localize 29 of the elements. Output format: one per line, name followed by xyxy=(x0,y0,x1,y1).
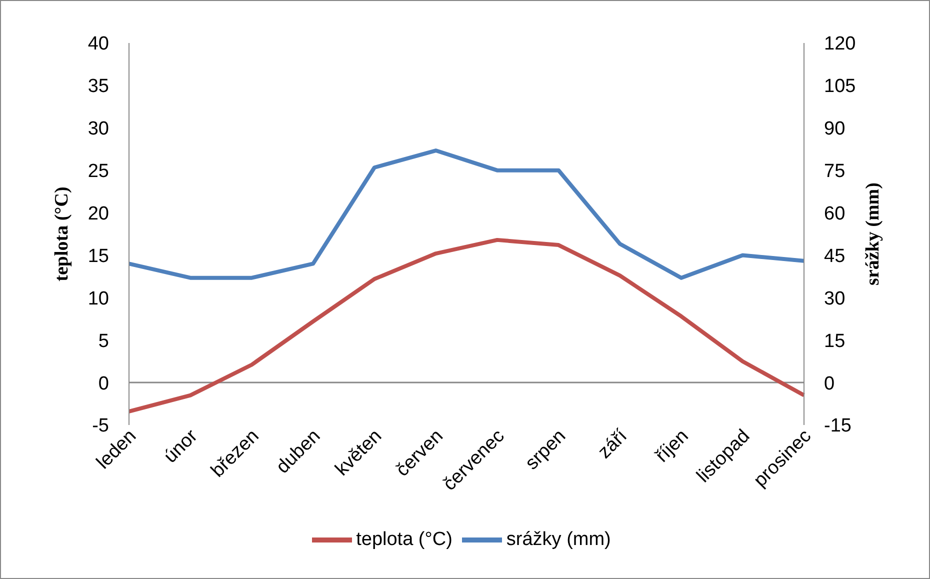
legend-label: teplota (°C) xyxy=(356,529,452,550)
y2-tick-label: 0 xyxy=(824,373,835,394)
legend-label: srážky (mm) xyxy=(506,529,611,550)
y-axis-title: teplota (°C) xyxy=(52,186,73,282)
y-tick-label: 10 xyxy=(88,288,109,310)
y-tick-label: -5 xyxy=(92,416,109,437)
x-tick-label: říjen xyxy=(652,426,693,467)
y-tick-label: 20 xyxy=(88,204,109,225)
y2-tick-label: -15 xyxy=(824,416,852,437)
y2-axis-title: srážky (mm) xyxy=(862,182,884,286)
y-tick-label: 40 xyxy=(88,34,109,55)
y2-tick-label: 90 xyxy=(824,118,846,140)
y2-tick-label: 15 xyxy=(824,330,846,352)
y-tick-label: 0 xyxy=(98,373,109,394)
x-tick-label: únor xyxy=(160,425,202,468)
y2-tick-label: 120 xyxy=(824,34,856,55)
y-tick-label: 15 xyxy=(88,246,109,267)
y-tick-label: 5 xyxy=(98,330,109,352)
line-series xyxy=(127,148,806,280)
y-tick-label: 30 xyxy=(88,118,109,140)
line-series xyxy=(127,238,806,414)
y2-tick-label: 45 xyxy=(824,246,846,267)
y2-tick-label: 60 xyxy=(824,204,846,225)
x-tick-label: září xyxy=(594,425,632,463)
y2-tick-label: 30 xyxy=(824,288,846,310)
y2-tick-label: 75 xyxy=(824,161,846,182)
y-tick-label: 25 xyxy=(88,161,109,182)
y2-tick-label: 105 xyxy=(824,76,856,98)
y-tick-label: 35 xyxy=(88,76,109,98)
